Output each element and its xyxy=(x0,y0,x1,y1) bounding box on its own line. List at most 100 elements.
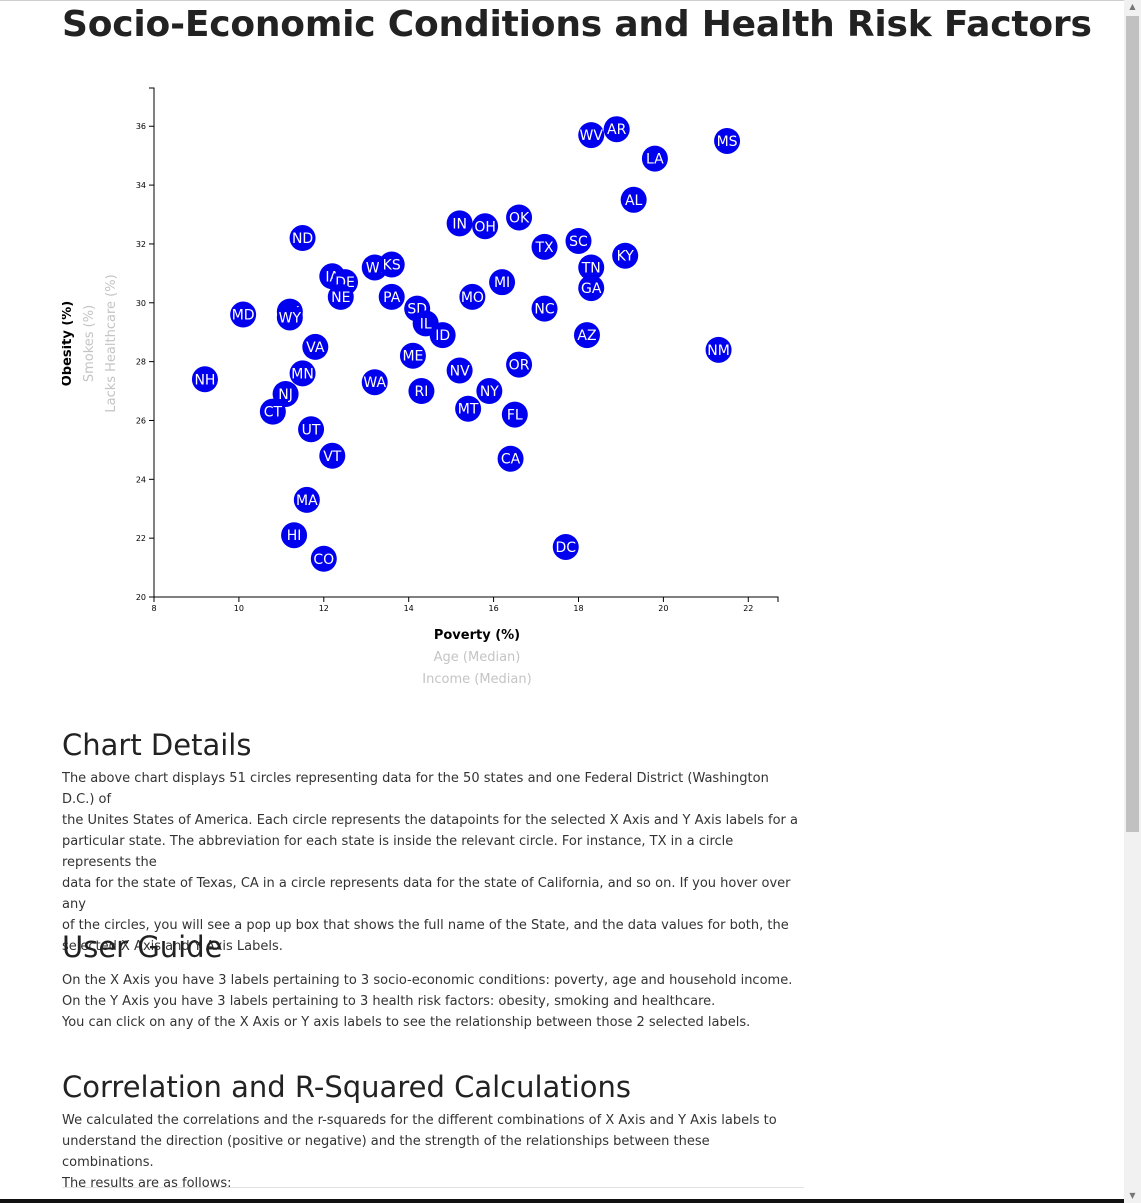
state-marker-mi[interactable]: MI xyxy=(489,269,516,296)
y-axis-label-option[interactable]: Lacks Healthcare (%) xyxy=(104,274,119,412)
state-marker-ri[interactable]: RI xyxy=(408,378,435,405)
state-circle[interactable] xyxy=(501,401,528,428)
state-circle[interactable] xyxy=(191,366,218,393)
state-marker-mn[interactable]: MN xyxy=(289,360,316,387)
state-circle[interactable] xyxy=(573,322,600,349)
state-label: PA xyxy=(383,290,401,306)
state-circle[interactable] xyxy=(531,295,558,322)
state-marker-tn[interactable]: TN xyxy=(578,254,605,281)
state-circle[interactable] xyxy=(489,269,516,296)
state-marker-fl[interactable]: FL xyxy=(501,401,528,428)
state-marker-nh[interactable]: NH xyxy=(191,366,218,393)
scroll-up-arrow-icon[interactable]: ▲ xyxy=(1129,2,1136,11)
state-label: MO xyxy=(461,290,484,306)
state-marker-wy[interactable]: WY xyxy=(276,304,303,331)
state-marker-ms[interactable]: MS xyxy=(714,127,741,154)
state-circle[interactable] xyxy=(378,251,405,278)
state-marker-or[interactable]: OR xyxy=(506,351,533,378)
state-circle[interactable] xyxy=(531,233,558,260)
state-marker-wv[interactable]: WV xyxy=(578,122,605,149)
state-marker-ok[interactable]: OK xyxy=(506,204,533,231)
state-circle[interactable] xyxy=(289,225,316,252)
state-marker-pa[interactable]: PA xyxy=(378,283,405,310)
state-circle[interactable] xyxy=(408,378,435,405)
state-marker-nc[interactable]: NC xyxy=(531,295,558,322)
y-axis-label-option[interactable]: Obesity (%) xyxy=(62,301,75,387)
state-marker-ca[interactable]: CA xyxy=(497,445,524,472)
state-marker-tx[interactable]: TX xyxy=(531,233,558,260)
state-circle[interactable] xyxy=(230,301,257,328)
state-circle[interactable] xyxy=(310,545,337,572)
state-marker-ky[interactable]: KY xyxy=(612,242,639,269)
state-circle[interactable] xyxy=(429,322,456,349)
state-circle[interactable] xyxy=(259,398,286,425)
state-circle[interactable] xyxy=(705,336,732,363)
state-marker-ar[interactable]: AR xyxy=(603,116,630,143)
state-marker-co[interactable]: CO xyxy=(310,545,337,572)
state-circle[interactable] xyxy=(319,442,346,469)
scrollbar-thumb[interactable] xyxy=(1126,16,1139,832)
state-circle[interactable] xyxy=(446,210,473,237)
state-marker-wa[interactable]: WA xyxy=(361,369,388,396)
state-marker-in[interactable]: IN xyxy=(446,210,473,237)
state-circle[interactable] xyxy=(361,369,388,396)
state-marker-md[interactable]: MD xyxy=(230,301,257,328)
state-circle[interactable] xyxy=(578,275,605,302)
state-marker-hi[interactable]: HI xyxy=(281,522,308,549)
state-marker-ut[interactable]: UT xyxy=(298,416,325,443)
state-marker-nd[interactable]: ND xyxy=(289,225,316,252)
state-circle[interactable] xyxy=(472,213,499,240)
state-circle[interactable] xyxy=(565,227,592,254)
state-marker-ny[interactable]: NY xyxy=(476,378,503,405)
state-circle[interactable] xyxy=(578,254,605,281)
state-marker-id[interactable]: ID xyxy=(429,322,456,349)
state-circle[interactable] xyxy=(327,283,354,310)
state-marker-nv[interactable]: NV xyxy=(446,357,473,384)
state-circle[interactable] xyxy=(552,533,579,560)
state-marker-az[interactable]: AZ xyxy=(573,322,600,349)
state-marker-nm[interactable]: NM xyxy=(705,336,732,363)
state-circle[interactable] xyxy=(497,445,524,472)
state-circle[interactable] xyxy=(455,395,482,422)
state-marker-vt[interactable]: VT xyxy=(319,442,346,469)
state-circle[interactable] xyxy=(506,351,533,378)
state-circle[interactable] xyxy=(378,283,405,310)
scroll-down-arrow-icon[interactable]: ▼ xyxy=(1129,1191,1136,1200)
state-circle[interactable] xyxy=(714,127,741,154)
state-marker-ma[interactable]: MA xyxy=(293,486,320,513)
state-circle[interactable] xyxy=(302,333,329,360)
state-circle[interactable] xyxy=(476,378,503,405)
state-circle[interactable] xyxy=(620,186,647,213)
state-marker-ks[interactable]: KS xyxy=(378,251,405,278)
state-marker-al[interactable]: AL xyxy=(620,186,647,213)
state-circle[interactable] xyxy=(293,486,320,513)
state-marker-va[interactable]: VA xyxy=(302,333,329,360)
state-marker-oh[interactable]: OH xyxy=(472,213,499,240)
state-marker-ct[interactable]: CT xyxy=(259,398,286,425)
state-circle[interactable] xyxy=(281,522,308,549)
state-marker-sc[interactable]: SC xyxy=(565,227,592,254)
state-marker-la[interactable]: LA xyxy=(641,145,668,172)
state-circle[interactable] xyxy=(459,283,486,310)
state-circle[interactable] xyxy=(399,342,426,369)
state-marker-mt[interactable]: MT xyxy=(455,395,482,422)
state-circle[interactable] xyxy=(289,360,316,387)
state-circle[interactable] xyxy=(298,416,325,443)
state-circle[interactable] xyxy=(276,304,303,331)
state-circle[interactable] xyxy=(603,116,630,143)
x-axis-label-option[interactable]: Age (Median) xyxy=(434,650,521,665)
state-circle[interactable] xyxy=(612,242,639,269)
state-marker-ne[interactable]: NE xyxy=(327,283,354,310)
state-marker-dc[interactable]: DC xyxy=(552,533,579,560)
x-axis-label-option[interactable]: Poverty (%) xyxy=(434,628,520,643)
state-circle[interactable] xyxy=(506,204,533,231)
state-marker-mo[interactable]: MO xyxy=(459,283,486,310)
y-axis-label-option[interactable]: Smokes (%) xyxy=(82,305,97,382)
vertical-scrollbar[interactable]: ▲ ▼ xyxy=(1124,0,1141,1203)
state-circle[interactable] xyxy=(641,145,668,172)
state-circle[interactable] xyxy=(446,357,473,384)
state-circle[interactable] xyxy=(578,122,605,149)
x-axis-label-option[interactable]: Income (Median) xyxy=(422,672,531,687)
state-marker-ga[interactable]: GA xyxy=(578,275,605,302)
state-marker-me[interactable]: ME xyxy=(399,342,426,369)
